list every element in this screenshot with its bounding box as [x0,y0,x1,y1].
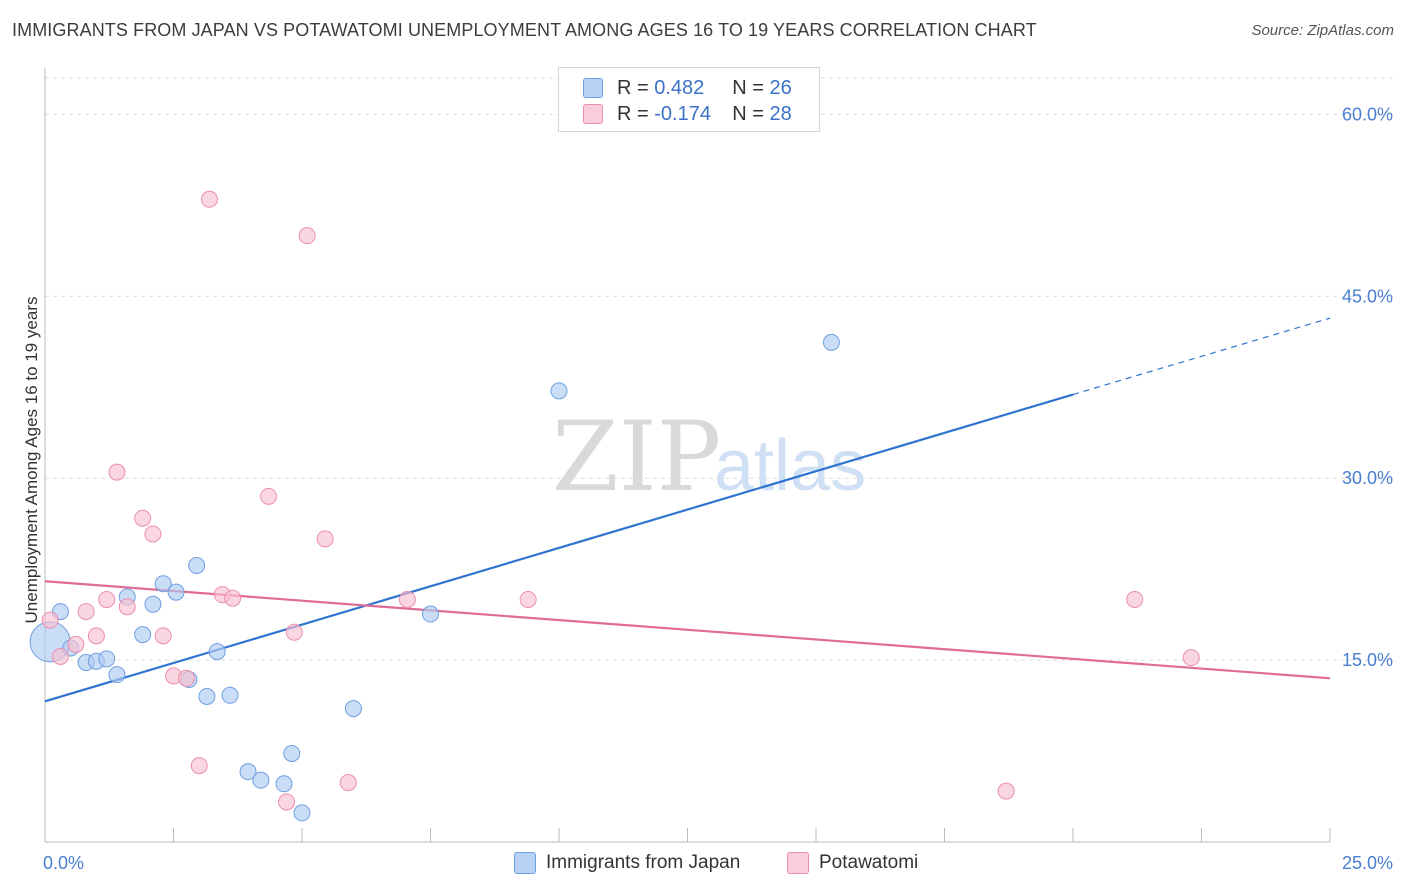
legend-row-potawatomi: R = -0.174 N = 28 [583,102,792,126]
japan-point [144,595,162,613]
potawatomi-point [339,774,357,792]
japan-point [208,643,226,661]
potawatomi-point [98,590,116,608]
potawatomi-point [1182,649,1200,667]
japan-point [188,557,206,575]
series-legend: Immigrants from Japan Potawatomi [0,852,1406,876]
japan-point [167,583,185,601]
legend-swatch-japan [583,78,603,98]
y-tick-label: 45.0% [1342,286,1393,306]
potawatomi-point [118,598,136,616]
series-swatch-japan [514,852,536,874]
potawatomi-point [260,487,278,505]
potawatomi-point [224,589,242,607]
x-tick-label-max: 25.0% [1342,853,1393,873]
japan-point [198,687,216,705]
legend-r-value-potawatomi: -0.174 [654,102,711,125]
potawatomi-point [298,227,316,245]
japan-point [550,382,568,400]
x-tick-label-min: 0.0% [43,853,84,873]
potawatomi-point [1126,590,1144,608]
potawatomi-point [67,635,85,653]
legend-n-label: N = [732,76,764,99]
series-legend-japan[interactable]: Immigrants from Japan [514,852,740,874]
potawatomi-point [108,463,126,481]
potawatomi-point [285,623,303,641]
chart-title: IMMIGRANTS FROM JAPAN VS POTAWATOMI UNEM… [12,20,1037,40]
potawatomi-point [190,757,208,775]
potawatomi-point [997,782,1015,800]
series-swatch-potawatomi [787,852,809,874]
potawatomi-point [278,793,296,811]
potawatomi-trend-line [44,580,1331,680]
y-tick-label: 60.0% [1342,104,1393,124]
potawatomi-point [77,603,95,621]
japan-point [422,605,439,623]
japan-point [252,771,270,789]
potawatomi-point [200,190,218,208]
japan-point [239,763,257,781]
watermark-atlas: atlas [714,426,866,506]
legend-row-japan: R = 0.482 N = 26 [583,76,792,100]
japan-point [98,650,116,668]
legend-swatch-potawatomi [583,104,603,124]
legend-n-label: N = [732,102,764,125]
potawatomi-point [398,590,416,608]
legend-r-value-japan: 0.482 [654,76,705,99]
potawatomi-point [177,669,195,687]
axis-labels: 15.0% 30.0% 45.0% 60.0% 0.0% 25.0% Unemploymen… [22,104,1393,873]
potawatomi-point [144,525,162,543]
japan-point [822,333,840,351]
legend-n-value-japan: 26 [769,76,792,99]
potawatomi-point [154,627,172,645]
potawatomi-point [316,530,334,548]
y-axis-label: Unemployment Among Ages 16 to 19 years [22,297,41,624]
japan-point [293,804,311,822]
japan-point [344,700,362,718]
y-tick-label: 30.0% [1342,468,1393,488]
japan-point [221,686,239,704]
potawatomi-point [51,647,69,665]
potawatomi-point [519,590,537,608]
series-legend-label-potawatomi: Potawatomi [819,852,919,873]
potawatomi-point [41,611,59,629]
legend-r-label: R = [617,102,649,125]
japan-point [154,575,172,593]
correlation-legend: R = 0.482 N = 26 R = -0.174 N = 28 [558,67,820,132]
legend-n-value-potawatomi: 28 [769,102,792,125]
watermark-zip: ZIP [552,401,721,513]
y-tick-label: 15.0% [1342,650,1393,670]
japan-point [134,626,152,644]
potawatomi-point [87,627,105,645]
japan-point [275,775,293,793]
japan-trend-extension [1072,317,1331,396]
axes [44,68,1331,843]
trend-lines [44,317,1331,703]
series-legend-label-japan: Immigrants from Japan [546,852,741,873]
data-points [29,190,1200,822]
potawatomi-point [134,509,152,527]
source-label: Source: ZipAtlas.com [1251,22,1394,39]
series-legend-potawatomi[interactable]: Potawatomi [787,852,918,874]
japan-point [283,744,301,762]
legend-r-label: R = [617,76,649,99]
grid-lines [45,77,1393,661]
japan-point [108,666,126,684]
